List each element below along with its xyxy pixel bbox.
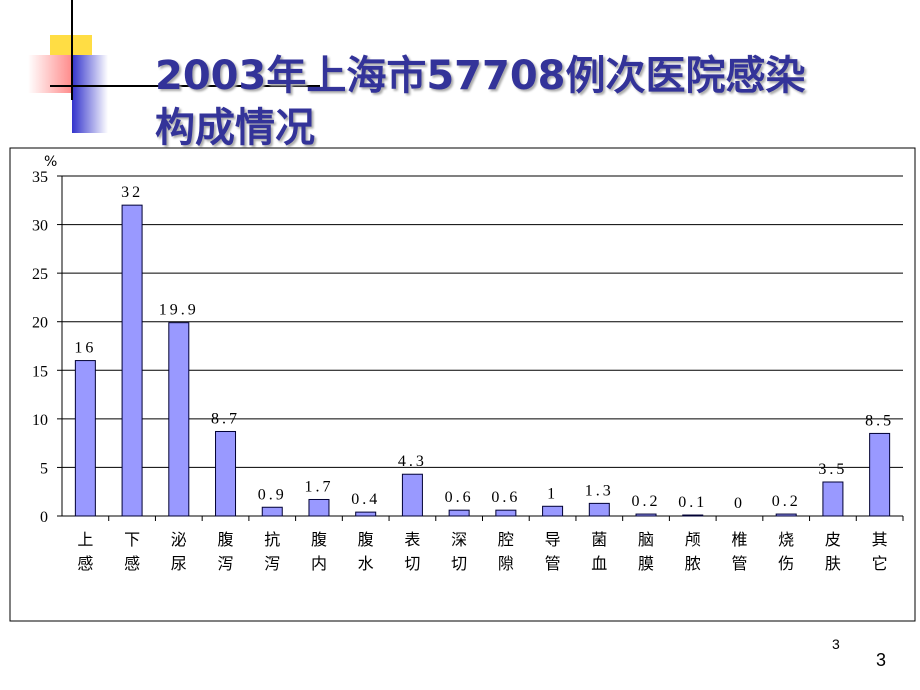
x-tick-label: 菌血 xyxy=(591,530,608,573)
bar xyxy=(401,473,423,517)
x-tick-label: 腹内 xyxy=(310,530,327,573)
x-tick-label: 烧伤 xyxy=(778,530,795,573)
bar xyxy=(121,204,143,517)
value-label: 0.6 xyxy=(445,489,474,506)
value-label: 0.1 xyxy=(678,494,707,511)
value-label: 1 xyxy=(547,485,558,502)
x-tick-label: 表切 xyxy=(404,530,421,573)
x-tick-label: 抗泻 xyxy=(264,530,281,573)
y-tick-label: 30 xyxy=(32,218,48,235)
y-tick-label: 15 xyxy=(32,363,48,380)
y-tick-label: 25 xyxy=(32,266,48,283)
value-label: 8.5 xyxy=(865,412,894,429)
value-label: 8.7 xyxy=(211,410,240,427)
x-tick-label: 腔隙 xyxy=(497,530,514,573)
value-label: 16 xyxy=(74,340,96,357)
bar xyxy=(775,513,797,517)
y-tick-label: 0 xyxy=(40,509,48,526)
value-label: 0 xyxy=(734,495,745,512)
y-tick-label: 10 xyxy=(32,412,48,429)
x-tick-label: 脑膜 xyxy=(638,530,655,573)
x-tick-label: 泌尿 xyxy=(170,530,187,573)
x-tick-label: 腹泻 xyxy=(217,530,234,573)
value-label: 0.2 xyxy=(632,493,661,510)
x-tick-label: 其它 xyxy=(871,530,888,573)
x-tick-label: 上感 xyxy=(77,530,94,573)
deco-square xyxy=(72,55,108,133)
value-label: 32 xyxy=(121,184,143,201)
bar xyxy=(261,506,283,517)
bar xyxy=(168,322,190,517)
bar xyxy=(635,513,657,517)
y-tick-label: 5 xyxy=(40,460,48,477)
x-tick-label: 皮肤 xyxy=(824,530,841,573)
chart-title: 2003年上海市57708例次医院感染构成情况 xyxy=(155,53,806,151)
bar xyxy=(215,430,237,517)
value-label: 19.9 xyxy=(159,302,199,319)
chart-frame xyxy=(9,147,916,622)
bar xyxy=(542,505,564,517)
y-unit: % xyxy=(44,154,57,170)
value-label: 4.3 xyxy=(398,453,427,470)
bar xyxy=(495,509,517,517)
slide-number: 3 xyxy=(876,650,887,670)
bar xyxy=(308,498,330,517)
x-tick-label: 导管 xyxy=(544,530,561,573)
x-tick-label: 椎管 xyxy=(731,530,748,573)
y-tick-label: 35 xyxy=(32,169,48,186)
x-tick-label: 颅脓 xyxy=(684,530,701,573)
x-tick-label: 腹水 xyxy=(357,530,374,573)
value-label: 0.6 xyxy=(491,489,520,506)
bar xyxy=(74,360,96,517)
value-label: 0.9 xyxy=(258,486,287,503)
bar xyxy=(588,502,610,517)
bar xyxy=(448,509,470,517)
value-label: 0.2 xyxy=(772,493,801,510)
value-label: 3.5 xyxy=(818,461,847,478)
bar xyxy=(682,514,704,517)
bar xyxy=(355,511,377,517)
slide-number: 3 xyxy=(832,636,840,652)
y-tick-label: 20 xyxy=(32,315,48,332)
value-label: 0.4 xyxy=(351,491,380,508)
x-tick-label: 深切 xyxy=(451,530,468,573)
bar xyxy=(822,481,844,517)
value-label: 1.7 xyxy=(304,478,333,495)
x-tick-label: 下感 xyxy=(124,530,141,573)
value-label: 1.3 xyxy=(585,482,614,499)
bar xyxy=(869,432,891,517)
